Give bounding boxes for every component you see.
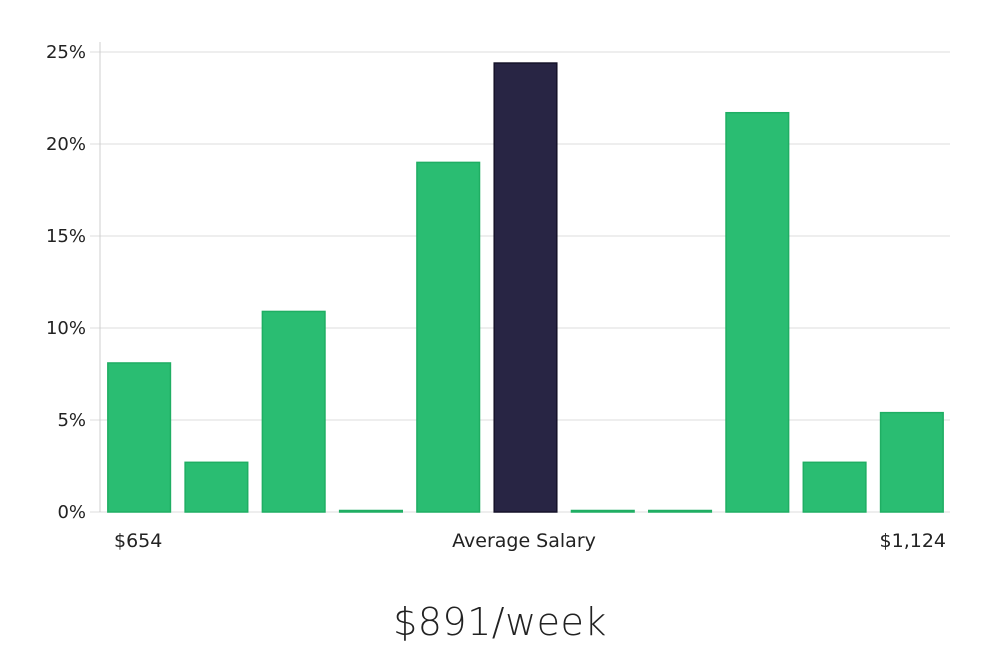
y-tick-label: 20%	[46, 134, 86, 155]
x-label-max: $1,124	[880, 530, 946, 552]
y-axis-ticks: 0% 5% 10% 15% 20% 25%	[46, 42, 86, 523]
bar	[107, 362, 172, 513]
y-tick-label: 5%	[57, 410, 86, 431]
bars	[107, 62, 944, 513]
bar-average-highlight	[493, 62, 558, 513]
x-label-average: Average Salary	[452, 530, 596, 552]
y-tick-label: 15%	[46, 226, 86, 247]
bar	[338, 509, 403, 513]
x-axis-labels: $654 Average Salary $1,124	[114, 530, 946, 552]
x-label-min: $654	[114, 530, 162, 552]
y-tick-label: 0%	[57, 502, 86, 523]
bar	[416, 161, 481, 513]
average-salary-headline: $891/week	[393, 600, 607, 644]
bar	[261, 310, 326, 513]
bar	[570, 509, 635, 513]
y-tick-label: 25%	[46, 42, 86, 63]
bar	[184, 461, 249, 513]
bar	[879, 411, 944, 513]
bar	[802, 461, 867, 513]
salary-distribution-chart: 0% 5% 10% 15% 20% 25% $654 Average Salary $1,…	[46, 42, 950, 552]
bar	[648, 509, 713, 513]
y-tick-label: 10%	[46, 318, 86, 339]
bar	[725, 111, 790, 513]
